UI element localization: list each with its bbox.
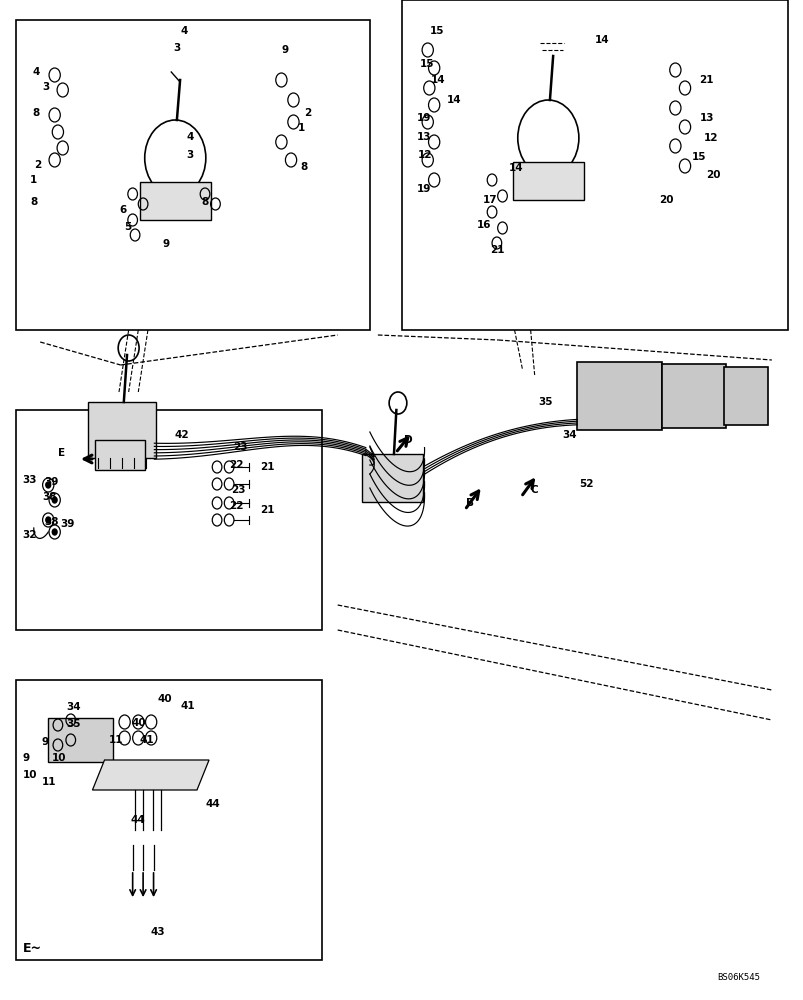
Bar bbox=[16, 410, 321, 630]
Text: 34: 34 bbox=[66, 702, 80, 712]
Bar bbox=[88, 402, 156, 458]
Text: 21: 21 bbox=[259, 505, 274, 515]
Text: 20: 20 bbox=[658, 195, 673, 205]
Bar bbox=[512, 162, 583, 200]
Text: 35: 35 bbox=[538, 397, 552, 407]
Text: B: B bbox=[466, 498, 474, 508]
Text: 3: 3 bbox=[43, 82, 50, 92]
Text: 40: 40 bbox=[131, 718, 145, 728]
Text: 12: 12 bbox=[703, 133, 718, 143]
Text: 21: 21 bbox=[259, 462, 274, 472]
Bar bbox=[48, 718, 112, 762]
Text: 21: 21 bbox=[699, 75, 713, 85]
Bar bbox=[95, 440, 145, 470]
Bar bbox=[140, 182, 210, 220]
Text: 1: 1 bbox=[30, 175, 37, 185]
Text: 14: 14 bbox=[446, 95, 461, 105]
Text: 38: 38 bbox=[43, 492, 57, 502]
Text: 16: 16 bbox=[476, 220, 491, 230]
Bar bbox=[577, 362, 661, 430]
Text: 10: 10 bbox=[52, 753, 67, 763]
Text: 13: 13 bbox=[699, 113, 713, 123]
Text: 12: 12 bbox=[418, 150, 432, 160]
Text: 33: 33 bbox=[22, 475, 37, 485]
Text: 2: 2 bbox=[304, 108, 311, 118]
Text: 41: 41 bbox=[181, 701, 195, 711]
Text: 9: 9 bbox=[42, 737, 49, 747]
Text: 8: 8 bbox=[300, 162, 308, 172]
Text: 43: 43 bbox=[150, 927, 165, 937]
Text: 42: 42 bbox=[174, 430, 189, 440]
Text: 4: 4 bbox=[32, 67, 39, 77]
Text: 19: 19 bbox=[416, 113, 430, 123]
Text: 3: 3 bbox=[173, 43, 180, 53]
Text: 8: 8 bbox=[201, 197, 208, 207]
Circle shape bbox=[52, 497, 57, 503]
Text: 4: 4 bbox=[181, 26, 188, 36]
Bar bbox=[361, 454, 422, 502]
Bar bbox=[402, 0, 787, 330]
Text: 22: 22 bbox=[229, 501, 243, 511]
Text: 19: 19 bbox=[416, 184, 430, 194]
Text: 11: 11 bbox=[108, 735, 123, 745]
Text: 10: 10 bbox=[22, 770, 37, 780]
Bar bbox=[16, 20, 369, 330]
Text: 9: 9 bbox=[281, 45, 288, 55]
Text: 41: 41 bbox=[140, 735, 154, 745]
Text: 32: 32 bbox=[22, 530, 37, 540]
Text: 14: 14 bbox=[594, 35, 609, 45]
Text: 38: 38 bbox=[44, 517, 59, 527]
Text: 40: 40 bbox=[157, 694, 172, 704]
Text: 23: 23 bbox=[230, 485, 245, 495]
Text: 35: 35 bbox=[66, 719, 80, 729]
Text: 39: 39 bbox=[44, 477, 59, 487]
Text: 23: 23 bbox=[233, 442, 247, 452]
Text: 3: 3 bbox=[186, 150, 194, 160]
Text: 8: 8 bbox=[32, 108, 39, 118]
Text: 14: 14 bbox=[508, 163, 523, 173]
Text: 17: 17 bbox=[482, 195, 496, 205]
Text: 34: 34 bbox=[562, 430, 577, 440]
Text: 44: 44 bbox=[130, 815, 145, 825]
Text: 9: 9 bbox=[162, 239, 169, 249]
Text: 9: 9 bbox=[22, 753, 30, 763]
Text: 22: 22 bbox=[229, 460, 243, 470]
Text: 44: 44 bbox=[205, 799, 219, 809]
Text: E: E bbox=[58, 448, 65, 458]
Text: 21: 21 bbox=[489, 245, 503, 255]
Text: 20: 20 bbox=[705, 170, 719, 180]
Text: 15: 15 bbox=[419, 59, 434, 69]
Bar bbox=[661, 364, 725, 428]
Text: 15: 15 bbox=[691, 152, 705, 162]
Text: 15: 15 bbox=[430, 26, 444, 36]
Polygon shape bbox=[92, 760, 209, 790]
Text: 6: 6 bbox=[119, 205, 126, 215]
Text: 14: 14 bbox=[430, 75, 445, 85]
Circle shape bbox=[52, 529, 57, 535]
Text: 39: 39 bbox=[60, 519, 75, 529]
Text: 1: 1 bbox=[297, 123, 304, 133]
Text: D: D bbox=[404, 435, 413, 445]
Circle shape bbox=[46, 482, 51, 488]
Text: 2: 2 bbox=[34, 160, 41, 170]
Text: 11: 11 bbox=[42, 777, 56, 787]
Text: 4: 4 bbox=[186, 132, 194, 142]
Text: 5: 5 bbox=[124, 222, 132, 232]
Text: 8: 8 bbox=[31, 197, 38, 207]
Text: C: C bbox=[530, 485, 537, 495]
Text: 13: 13 bbox=[416, 132, 430, 142]
Text: 52: 52 bbox=[578, 479, 593, 489]
Text: BS06K545: BS06K545 bbox=[716, 973, 759, 982]
Text: E~: E~ bbox=[22, 942, 42, 954]
Bar bbox=[16, 680, 321, 960]
Bar bbox=[723, 367, 767, 425]
Circle shape bbox=[46, 517, 51, 523]
